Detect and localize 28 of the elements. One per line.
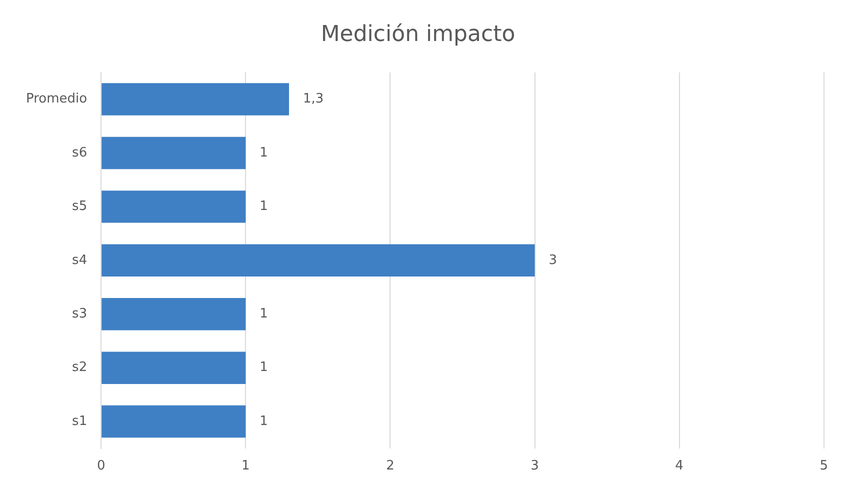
bar bbox=[102, 136, 246, 170]
bar bbox=[102, 298, 246, 330]
y-tick-label: Promedio bbox=[26, 92, 88, 107]
data-label: 1 bbox=[260, 360, 268, 376]
bar bbox=[102, 190, 246, 223]
y-tick-label: s1 bbox=[72, 414, 88, 429]
y-tick-label: s6 bbox=[72, 145, 88, 160]
x-tick-label: 1 bbox=[242, 458, 250, 474]
data-label: 3 bbox=[548, 252, 558, 268]
x-tick-label: 3 bbox=[530, 458, 539, 474]
chart-title: Medición impacto bbox=[320, 22, 516, 47]
bar bbox=[102, 83, 290, 116]
x-tick-label: 5 bbox=[820, 458, 828, 474]
bar bbox=[102, 244, 535, 277]
data-label: 1 bbox=[260, 199, 268, 214]
data-label: 1 bbox=[260, 306, 268, 322]
y-tick-label: s2 bbox=[72, 360, 88, 376]
data-label: 1,3 bbox=[303, 92, 324, 107]
x-tick-label: 4 bbox=[675, 458, 684, 474]
bar bbox=[102, 352, 246, 384]
x-tick-label: 0 bbox=[96, 458, 106, 474]
y-tick-label: s4 bbox=[72, 252, 88, 268]
y-tick-label: s3 bbox=[72, 306, 88, 322]
data-label: 1 bbox=[260, 414, 268, 429]
data-label: 1 bbox=[260, 145, 268, 160]
y-tick-label: s5 bbox=[72, 199, 88, 214]
x-tick-label: 2 bbox=[386, 458, 394, 474]
bar bbox=[102, 405, 246, 438]
